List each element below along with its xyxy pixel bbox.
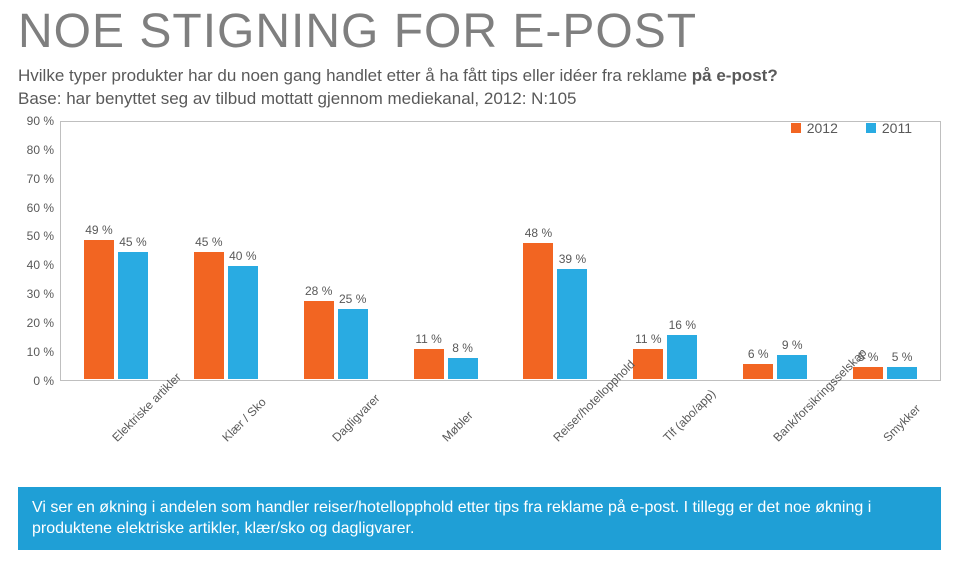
x-label: Dagligvarer: [280, 421, 390, 481]
plot-area: 2012 2011 49 %45 %45 %40 %28 %25 %11 %8 …: [60, 121, 941, 381]
footer-callout: Vi ser en økning i andelen som handler r…: [18, 487, 941, 550]
bar-group: 49 %45 %: [61, 122, 171, 380]
bar-2012: 6 %: [742, 363, 774, 380]
bar-value-label: 6 %: [748, 347, 769, 361]
bar-value-label: 45 %: [119, 235, 146, 249]
bar-2011: 5 %: [886, 366, 918, 380]
y-tick: 0 %: [33, 374, 54, 388]
y-tick: 20 %: [27, 316, 54, 330]
bar-value-label: 49 %: [85, 223, 112, 237]
bar-2012: 45 %: [193, 251, 225, 380]
bar-group: 28 %25 %: [281, 122, 391, 380]
bar-value-label: 40 %: [229, 249, 256, 263]
subtitle-q: Hvilke typer produkter har du noen gang …: [18, 66, 692, 85]
y-tick: 70 %: [27, 172, 54, 186]
y-tick: 50 %: [27, 229, 54, 243]
bar-value-label: 16 %: [669, 318, 696, 332]
bar-value-label: 48 %: [525, 226, 552, 240]
y-tick: 80 %: [27, 143, 54, 157]
x-label: Smykker: [831, 421, 941, 481]
bar-2011: 16 %: [666, 334, 698, 380]
bar-value-label: 39 %: [559, 252, 586, 266]
bar-2012: 48 %: [522, 242, 554, 380]
x-label: Bank/forsikringsselskap: [721, 421, 831, 481]
bar-value-label: 45 %: [195, 235, 222, 249]
bar-2012: 11 %: [632, 348, 664, 380]
bar-group: 11 %8 %: [391, 122, 501, 380]
bar-groups: 49 %45 %45 %40 %28 %25 %11 %8 %48 %39 %1…: [61, 122, 940, 380]
y-tick: 40 %: [27, 258, 54, 272]
bar-group: 6 %9 %: [720, 122, 830, 380]
bar-value-label: 28 %: [305, 284, 332, 298]
bar-value-label: 25 %: [339, 292, 366, 306]
x-label: Klær / Sko: [170, 421, 280, 481]
bar-value-label: 8 %: [452, 341, 473, 355]
bar-2012: 28 %: [303, 300, 335, 380]
bar-2011: 9 %: [776, 354, 808, 380]
bar-2011: 25 %: [337, 308, 369, 380]
bar-value-label: 5 %: [892, 350, 913, 364]
x-label: Elektriske artikler: [60, 421, 170, 481]
bar-2011: 40 %: [227, 265, 259, 380]
bar-group: 45 %40 %: [171, 122, 281, 380]
subtitle-bold: på e-post?: [692, 66, 778, 85]
bar-2012: 11 %: [413, 348, 445, 380]
x-axis-labels: Elektriske artiklerKlær / SkoDagligvarer…: [60, 421, 941, 481]
bar-chart: 0 %10 %20 %30 %40 %50 %60 %70 %80 %90 % …: [18, 121, 941, 421]
bar-2012: 49 %: [83, 239, 115, 379]
y-tick: 10 %: [27, 345, 54, 359]
subtitle: Hvilke typer produkter har du noen gang …: [18, 65, 941, 111]
bar-group: 48 %39 %: [501, 122, 611, 380]
bar-value-label: 11 %: [415, 332, 441, 346]
y-tick: 60 %: [27, 201, 54, 215]
page-title: NOE STIGNING FOR E-POST: [18, 4, 941, 59]
bar-group: 11 %16 %: [610, 122, 720, 380]
subtitle-base: Base: har benyttet seg av tilbud mottatt…: [18, 89, 577, 108]
bar-2011: 8 %: [447, 357, 479, 380]
bar-2011: 45 %: [117, 251, 149, 380]
bar-value-label: 9 %: [782, 338, 803, 352]
x-label: Tlf (abo/app): [611, 421, 721, 481]
y-tick: 90 %: [27, 114, 54, 128]
bar-group: 5 %5 %: [830, 122, 940, 380]
bar-2011: 39 %: [556, 268, 588, 380]
x-label: Reiser/hotellopphold: [501, 421, 611, 481]
y-axis: 0 %10 %20 %30 %40 %50 %60 %70 %80 %90 %: [18, 121, 60, 381]
bar-value-label: 11 %: [635, 332, 661, 346]
x-label: Møbler: [390, 421, 500, 481]
y-tick: 30 %: [27, 287, 54, 301]
